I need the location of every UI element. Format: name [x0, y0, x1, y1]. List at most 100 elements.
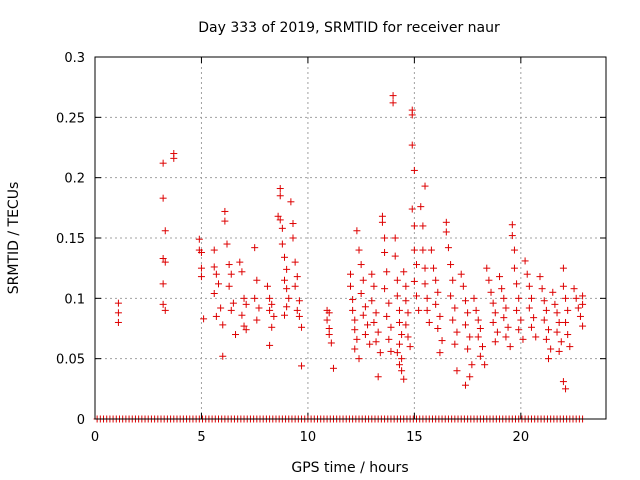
data-point	[410, 246, 418, 254]
data-point	[364, 321, 372, 329]
data-point	[295, 297, 303, 305]
data-point	[287, 198, 295, 206]
data-point	[280, 276, 288, 284]
data-point	[378, 218, 386, 226]
data-point	[442, 218, 450, 226]
data-point	[487, 288, 495, 296]
data-point	[161, 227, 169, 235]
data-point	[210, 246, 218, 254]
data-point	[170, 154, 178, 162]
data-point	[212, 312, 220, 320]
data-point	[210, 263, 218, 271]
data-point	[368, 270, 376, 278]
data-point	[351, 326, 359, 334]
data-point	[276, 216, 284, 224]
data-point	[280, 311, 288, 319]
data-point	[508, 221, 516, 229]
data-point	[559, 282, 567, 290]
data-point	[266, 294, 274, 302]
data-point	[349, 296, 357, 304]
data-point	[449, 316, 457, 324]
data-point	[464, 309, 472, 317]
data-point	[419, 222, 427, 230]
data-point	[214, 280, 222, 288]
data-point	[351, 316, 359, 324]
data-point	[538, 285, 546, 293]
data-point	[434, 288, 442, 296]
data-point	[283, 303, 291, 311]
data-point	[553, 328, 561, 336]
data-point	[285, 294, 293, 302]
data-point	[491, 309, 499, 317]
data-point	[421, 280, 429, 288]
data-point	[278, 224, 286, 232]
data-point	[453, 367, 461, 375]
y-tick-labels: 0 0.05 0.1 0.15 0.2 0.25 0.3	[56, 51, 85, 428]
data-point	[449, 276, 457, 284]
data-point	[457, 270, 465, 278]
data-point	[298, 323, 306, 331]
data-point	[517, 316, 525, 324]
data-points	[93, 92, 587, 423]
data-point	[393, 349, 401, 357]
data-point	[293, 306, 301, 314]
data-point	[545, 355, 553, 363]
data-point	[527, 294, 535, 302]
data-point	[525, 304, 533, 312]
data-point	[295, 312, 303, 320]
data-point	[395, 318, 403, 326]
data-point	[502, 304, 510, 312]
x-tick-label: 15	[406, 430, 423, 445]
data-point	[266, 306, 274, 314]
data-point	[408, 205, 416, 213]
data-point	[227, 306, 235, 314]
data-point	[270, 312, 278, 320]
data-point	[325, 309, 333, 317]
data-point	[498, 285, 506, 293]
data-point	[268, 323, 276, 331]
data-point	[159, 300, 167, 308]
data-point	[263, 282, 271, 290]
data-point	[398, 355, 406, 363]
data-point	[355, 246, 363, 254]
y-tick-label: 0.3	[64, 51, 85, 66]
data-point	[461, 381, 469, 389]
data-point	[423, 306, 431, 314]
data-point	[381, 285, 389, 293]
data-point	[555, 347, 563, 355]
data-point	[468, 361, 476, 369]
data-point	[200, 315, 208, 323]
data-point	[485, 276, 493, 284]
data-point	[421, 264, 429, 272]
data-point	[406, 343, 414, 351]
data-point	[389, 99, 397, 107]
data-point	[161, 306, 169, 314]
data-point	[225, 261, 233, 269]
data-point	[476, 352, 484, 360]
data-point	[385, 335, 393, 343]
data-point	[253, 276, 261, 284]
data-point	[197, 273, 205, 281]
data-point	[496, 273, 504, 281]
data-point	[381, 248, 389, 256]
data-point	[372, 309, 380, 317]
y-tick-label: 0	[77, 413, 85, 428]
data-point	[562, 385, 570, 393]
data-point	[521, 257, 529, 265]
data-point	[355, 355, 363, 363]
data-point	[391, 234, 399, 242]
data-point	[549, 288, 557, 296]
data-point	[447, 261, 455, 269]
data-point	[402, 297, 410, 305]
data-point	[327, 339, 335, 347]
data-point	[432, 276, 440, 284]
data-point	[513, 306, 521, 314]
x-tick-label: 10	[300, 430, 317, 445]
data-point	[114, 318, 122, 326]
data-point	[398, 331, 406, 339]
data-point	[221, 207, 229, 215]
data-point	[413, 292, 421, 300]
data-point	[564, 331, 572, 339]
data-point	[489, 299, 497, 307]
